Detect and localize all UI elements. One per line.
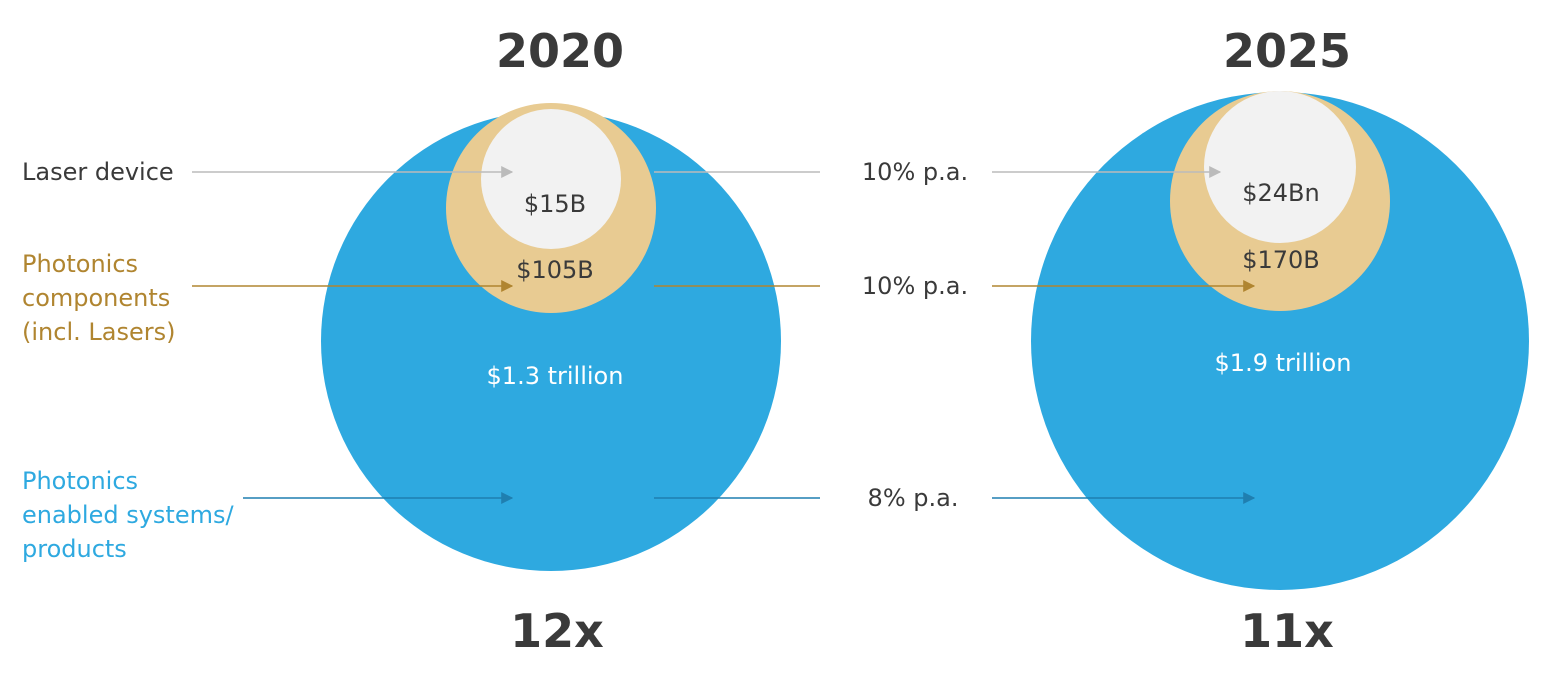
- legend-systems-line-2: enabled systems/: [22, 501, 234, 529]
- growth-rate-components: 10% p.a.: [862, 272, 968, 300]
- multiplier-2025: 11x: [1240, 604, 1334, 658]
- systems-value-2020: $1.3 trillion: [487, 362, 624, 390]
- legend-components-line-3: (incl. Lasers): [22, 318, 175, 346]
- components-value-2020: $105B: [516, 256, 594, 284]
- components-value-2025: $170B: [1242, 246, 1320, 274]
- growth-rate-laser: 10% p.a.: [862, 158, 968, 186]
- legend-systems-line-3: products: [22, 535, 127, 563]
- laser-circle-2025: [1204, 91, 1356, 243]
- legend-components-line-2: components: [22, 284, 170, 312]
- systems-circle-2020: [321, 111, 781, 571]
- multiplier-2020: 12x: [510, 604, 604, 658]
- year-title-2020: 2020: [496, 24, 624, 78]
- systems-circle-2025: [1031, 92, 1529, 590]
- legend-systems-line-1: Photonics: [22, 467, 138, 495]
- year-title-2025: 2025: [1223, 24, 1351, 78]
- legend-laser-device: Laser device: [22, 158, 174, 186]
- systems-value-2025: $1.9 trillion: [1215, 349, 1352, 377]
- laser-value-2025: $24Bn: [1242, 179, 1319, 207]
- laser-value-2020: $15B: [524, 190, 586, 218]
- growth-rate-systems: 8% p.a.: [868, 484, 959, 512]
- laser-circle-2020: [481, 109, 621, 249]
- legend-components-line-1: Photonics: [22, 250, 138, 278]
